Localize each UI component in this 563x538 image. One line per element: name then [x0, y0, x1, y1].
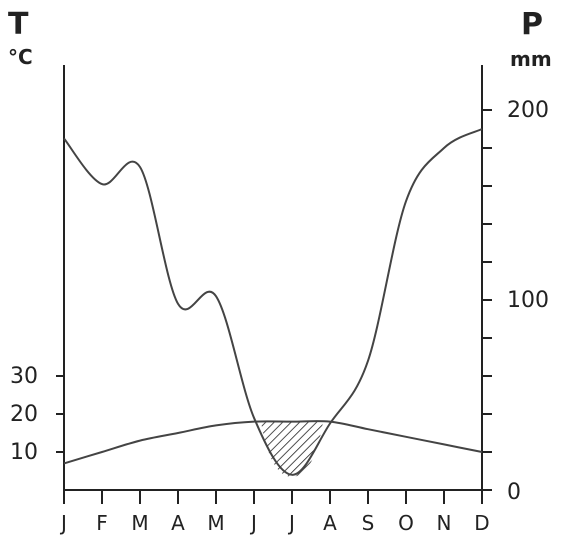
- month-label-7: J: [287, 511, 295, 535]
- precipitation-line: [63, 128, 483, 476]
- month-label-3: M: [131, 511, 148, 535]
- left-axis-symbol: T: [8, 7, 29, 42]
- month-label-8: A: [323, 511, 337, 535]
- left-tick-label-30: 30: [10, 364, 38, 389]
- right-tick-label-0: 0: [507, 480, 521, 505]
- month-label-4: A: [171, 511, 185, 535]
- left-tick-label-20: 20: [10, 402, 38, 427]
- month-label-6: J: [249, 511, 257, 535]
- right-tick-label-200: 200: [507, 98, 549, 123]
- month-label-11: N: [437, 511, 452, 535]
- month-label-9: S: [362, 511, 375, 535]
- month-label-5: M: [207, 511, 224, 535]
- left-tick-label-10: 10: [10, 440, 38, 465]
- month-label-2: F: [96, 511, 108, 535]
- month-label-12: D: [474, 511, 489, 535]
- tick-marks: [56, 109, 492, 504]
- left-axis-unit: °C: [8, 45, 33, 69]
- right-tick-label-100: 100: [507, 288, 549, 313]
- dry-period-hatch: [261, 421, 323, 477]
- temperature-line: [63, 420, 483, 465]
- right-axis-unit: mm: [510, 47, 552, 71]
- month-label-10: O: [398, 511, 414, 535]
- month-label-1: J: [59, 511, 67, 535]
- right-axis-symbol: P: [521, 7, 543, 42]
